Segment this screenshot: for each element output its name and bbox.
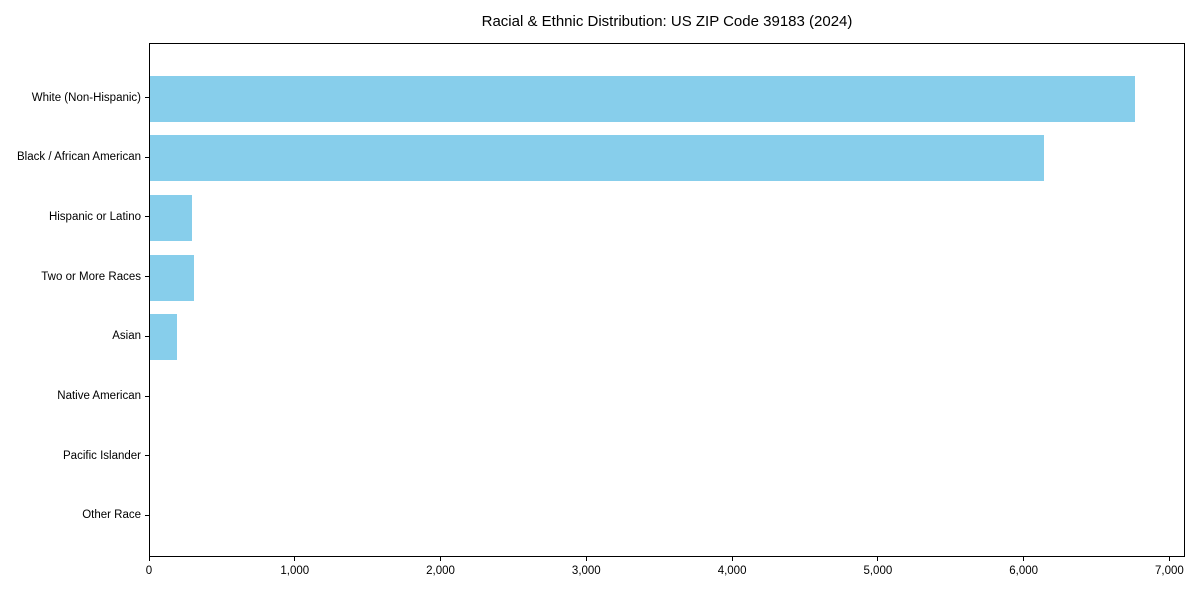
- y-tick-label-native-american: Native American: [57, 390, 141, 402]
- x-axis-tick: [1168, 557, 1170, 561]
- x-tick-label-6000: 6,000: [1009, 565, 1039, 577]
- x-axis-tick: [440, 557, 442, 561]
- y-tick-label-white-non-hispanic: White (Non-Hispanic): [31, 91, 141, 104]
- y-tick-label-pacific-islander: Pacific Islander: [63, 449, 141, 462]
- y-axis-tick: [145, 514, 149, 516]
- x-tick-label-0: 0: [145, 565, 153, 577]
- bar-asian: [150, 314, 177, 361]
- x-axis-tick: [585, 557, 587, 561]
- chart-title: Racial & Ethnic Distribution: US ZIP Cod…: [481, 13, 853, 30]
- x-tick-label-5000: 5,000: [863, 565, 893, 577]
- y-tick-label-hispanic-or-latino: Hispanic or Latino: [48, 210, 141, 223]
- x-tick-label-3000: 3,000: [571, 565, 601, 577]
- bar-white-non-hispanic: [150, 75, 1136, 122]
- x-axis-tick: [877, 557, 879, 561]
- y-tick-label-black-african-american: Black / African American: [17, 151, 141, 164]
- y-axis-tick: [145, 395, 149, 397]
- y-axis-tick: [145, 276, 149, 278]
- y-tick-label-other-race: Other Race: [82, 509, 141, 522]
- y-tick-label-asian: Asian: [112, 330, 141, 343]
- y-axis-tick: [145, 97, 149, 98]
- bar-hispanic-or-latino: [150, 194, 192, 241]
- x-axis-tick: [148, 557, 150, 561]
- x-tick-label-2000: 2,000: [426, 565, 455, 577]
- bar-black-african-american: [150, 135, 1045, 182]
- x-axis-tick: [731, 557, 733, 561]
- plot-area: [149, 43, 1185, 557]
- y-axis-tick: [145, 455, 149, 457]
- y-axis-tick: [145, 216, 149, 218]
- y-axis-tick: [145, 335, 149, 337]
- y-tick-label-two-or-more-races: Two or More Races: [41, 270, 141, 283]
- y-axis-tick: [145, 156, 149, 158]
- x-tick-label-7000: 7,000: [1155, 565, 1184, 577]
- bar-two-or-more-races: [150, 254, 194, 301]
- x-tick-label-1000: 1,000: [280, 565, 310, 577]
- x-axis-tick: [1023, 557, 1025, 561]
- x-axis-tick: [294, 557, 296, 561]
- x-tick-label-4000: 4,000: [717, 565, 747, 577]
